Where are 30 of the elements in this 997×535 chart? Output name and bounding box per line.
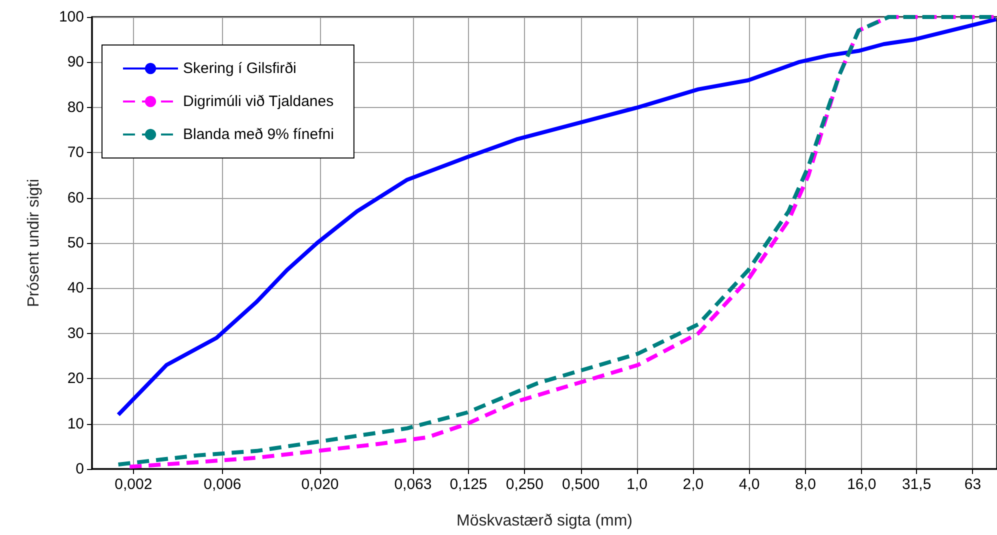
y-tick-label: 30: [67, 324, 84, 342]
y-tick-label: 40: [67, 280, 84, 297]
y-tick-label: 20: [67, 370, 84, 388]
x-tick-label: 0,063: [394, 476, 432, 493]
y-tick-label: 60: [67, 189, 84, 206]
legend-label: Skering í Gilsfirði: [183, 60, 296, 77]
x-tick-label: 0,002: [114, 476, 152, 493]
x-tick-label: 16,0: [847, 476, 876, 493]
x-tick-label: 0,020: [301, 476, 339, 493]
y-axis-title: Prósent undir sigti: [26, 178, 42, 308]
x-tick-label: 1,0: [626, 476, 648, 493]
y-tick-label: 0: [76, 460, 84, 478]
x-tick-label: 8,0: [795, 476, 816, 493]
x-tick-label: 0,006: [204, 476, 242, 493]
y-tick-label: 100: [58, 8, 84, 26]
y-tick-label: 80: [67, 98, 84, 116]
x-tick-label: 2,0: [682, 476, 704, 493]
x-tick-label: 0,250: [506, 476, 544, 493]
y-tick-label: 90: [67, 54, 84, 71]
x-tick-label: 0,500: [562, 476, 600, 493]
legend-label: Blanda með 9% fínefni: [183, 126, 334, 143]
x-tick-label: 4,0: [738, 476, 760, 493]
y-tick-label: 70: [67, 144, 84, 162]
x-tick-label: 31,5: [902, 476, 932, 493]
x-tick-label: 0,125: [450, 476, 488, 493]
x-axis-title: Möskvastærð sigta (mm): [456, 512, 633, 530]
y-tick-label: 50: [67, 234, 84, 252]
legend-label: Digrimúli við Tjaldanes: [183, 93, 334, 110]
x-tick-label: 63: [964, 476, 982, 493]
y-tick-label: 10: [67, 415, 84, 432]
